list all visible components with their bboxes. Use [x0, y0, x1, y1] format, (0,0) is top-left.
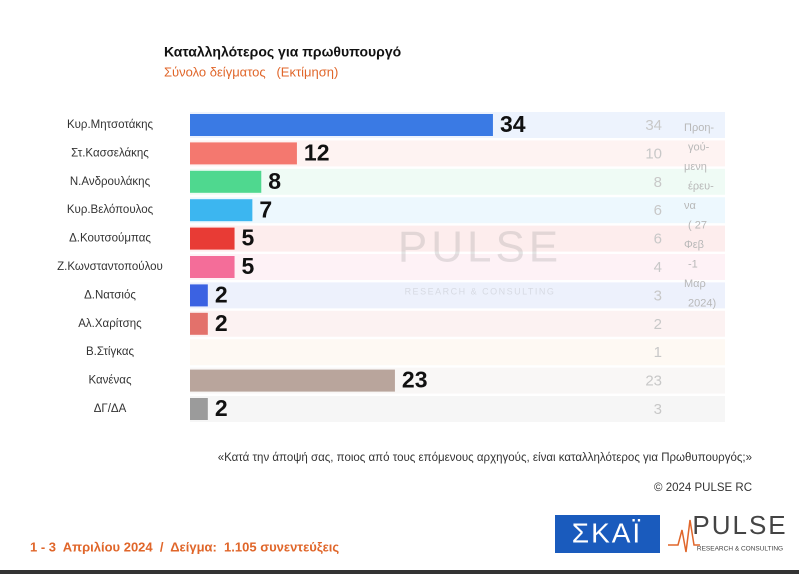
previous-note: Φεβ	[684, 239, 704, 251]
row-band	[190, 396, 725, 422]
value-label: 23	[402, 367, 428, 393]
skai-logo: ΣΚΑΪ	[572, 517, 642, 548]
category-label: Ζ.Κωνσταντοπούλου	[57, 261, 163, 273]
previous-value: 34	[645, 117, 662, 134]
row-band	[190, 282, 725, 309]
previous-value: 23	[645, 373, 662, 390]
category-label: Αλ.Χαρίτσης	[78, 318, 142, 330]
value-label: 34	[500, 111, 526, 137]
row-band	[190, 310, 725, 337]
bar	[190, 369, 395, 392]
category-label: ΔΓ/ΔΑ	[94, 403, 127, 415]
category-label: Δ.Κουτσούμπας	[69, 233, 151, 245]
pulse-wave	[668, 519, 700, 553]
question: «Κατά την άποψή σας, ποιος από τους επόμ…	[218, 452, 752, 464]
category-label: Β.Στίγκας	[86, 346, 135, 358]
chart-subtitle: Σύνολο δείγματος (Εκτίμηση)	[164, 64, 338, 79]
bar	[190, 312, 208, 335]
bottom-rule	[0, 570, 799, 574]
value-label: 2	[215, 395, 228, 421]
previous-note: 2024)	[688, 297, 716, 309]
previous-value: 2	[654, 316, 662, 333]
footer: 1 - 3 Απριλίου 2024 / Δείγμα: 1.105 συνε…	[30, 539, 339, 554]
previous-note: Προη-	[684, 122, 714, 134]
previous-value: 6	[654, 202, 662, 219]
previous-note: γού-	[688, 141, 710, 153]
category-label: Κανένας	[89, 375, 132, 387]
previous-value: 8	[654, 174, 662, 191]
value-label: 5	[242, 225, 255, 251]
category-label: Κυρ.Μητσοτάκης	[67, 119, 154, 131]
previous-value: 3	[654, 287, 662, 304]
row-band	[190, 254, 725, 280]
value-label: 7	[259, 196, 272, 222]
value-label: 2	[215, 310, 228, 336]
row-band	[190, 168, 725, 195]
previous-note: ( 27	[688, 219, 707, 231]
pulse-logo: PULSE	[692, 510, 787, 540]
bar	[190, 284, 208, 307]
pulse-logo-sub: RESEARCH & CONSULTING	[697, 546, 783, 553]
bar	[190, 142, 297, 165]
previous-note: Μαρ	[684, 278, 706, 290]
row-band	[190, 339, 725, 366]
watermark-sub: RESEARCH & CONSULTING	[405, 286, 556, 296]
watermark: PULSE RESEARCH & CONSULTING	[398, 223, 562, 297]
previous-note: έρευ-	[688, 180, 714, 192]
value-label: 8	[268, 168, 281, 194]
previous-note: να	[684, 200, 697, 212]
previous-note: μενη	[684, 161, 707, 173]
previous-value: 6	[654, 231, 662, 248]
chart-title: Καταλληλότερος για πρωθυπουργό	[164, 44, 401, 60]
copyright: © 2024 PULSE RC	[654, 482, 752, 494]
row-band	[190, 225, 725, 252]
watermark-text: PULSE	[398, 223, 562, 272]
previous-value: 10	[645, 145, 662, 162]
bar	[190, 256, 235, 278]
skai-logo-bg	[555, 515, 660, 553]
bar	[190, 170, 262, 193]
value-label: 12	[304, 139, 330, 165]
category-label: Δ.Νατσιός	[84, 289, 136, 301]
category-label: Στ.Κασσελάκης	[71, 147, 149, 159]
previous-value: 3	[654, 401, 662, 418]
previous-note: -1	[688, 258, 698, 270]
previous-value: 4	[654, 259, 662, 276]
bar	[190, 227, 235, 250]
bar	[190, 398, 208, 420]
category-label: Κυρ.Βελόπουλος	[67, 204, 154, 216]
value-label: 2	[215, 281, 228, 307]
category-label: Ν.Ανδρουλάκης	[70, 176, 151, 188]
row-band	[190, 197, 725, 224]
bar	[190, 199, 253, 222]
bar	[190, 114, 493, 136]
value-label: 5	[242, 253, 255, 279]
previous-value: 1	[654, 344, 662, 361]
